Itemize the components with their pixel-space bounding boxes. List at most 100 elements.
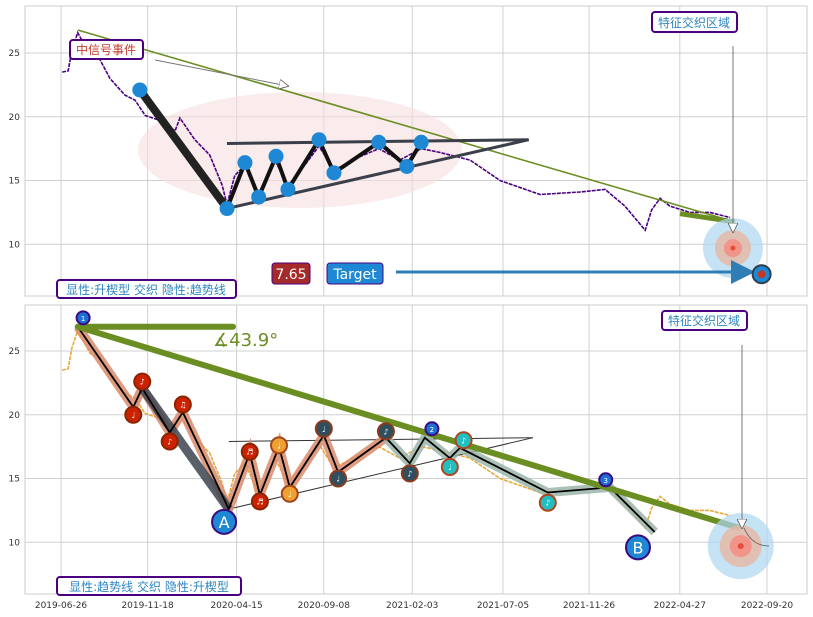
pattern-point (268, 148, 284, 164)
wave-marker (124, 405, 143, 424)
wave-marker (133, 372, 152, 391)
wave-marker (250, 492, 269, 511)
wave-marker-glyph: 2 (430, 426, 434, 434)
wave-marker (329, 469, 348, 488)
wave-line (76, 326, 656, 533)
wave-marker-glyph: ♫ (179, 401, 186, 410)
y-tick-label: 15 (9, 475, 20, 485)
y-tick-label: 25 (9, 347, 20, 357)
pattern-point (132, 82, 148, 98)
impulse-leg (136, 87, 231, 211)
wave-marker-glyph: ♩ (322, 425, 326, 434)
pattern-point (326, 165, 342, 181)
wave-band-dark (138, 385, 233, 512)
wave-marker-glyph: 1 (81, 315, 85, 323)
pattern-point (311, 132, 327, 148)
wave-marker (598, 472, 614, 488)
wave-marker (270, 436, 289, 455)
x-tick-label: 2022-04-27 (654, 601, 706, 611)
x-tick-label: 2022-09-20 (741, 601, 794, 611)
point-b-marker (624, 534, 651, 561)
angle-label: ∡43.9° (213, 330, 278, 351)
wave-marker (173, 395, 192, 414)
point-a-marker (211, 508, 238, 535)
zone-center-dot (730, 245, 736, 251)
bottom-panel: 25 20 15 10 2019-06-26 2019-11-18 2020-04-15 20… (9, 304, 808, 611)
annotation-labels: 中信号事件 特征交织区域 显性:升楔型 交织 隐性:趋势线 7.65 Targe… (56, 11, 748, 596)
x-tick-label: 2020-04-15 (210, 601, 262, 611)
wave-marker-glyph: ♩ (131, 411, 135, 420)
x-tick-label: 2021-07-05 (477, 601, 529, 611)
y-tick-label: 20 (9, 411, 21, 421)
pattern-label-top: 显性:升楔型 交织 隐性:趋势线 (66, 282, 226, 297)
trendline (77, 29, 735, 223)
wave-marker-glyph: ♩ (336, 475, 340, 484)
price-badge (271, 262, 311, 285)
signal-arrow (154, 59, 288, 86)
price-badge-text: 7.65 (275, 267, 306, 283)
wave-marker-glyph: ♬ (246, 448, 253, 457)
wave-marker (538, 493, 557, 512)
zone-label-box-top (651, 11, 738, 33)
pattern-point (413, 134, 429, 150)
x-tick-label: 2021-11-26 (563, 601, 616, 611)
x-tick-label: 2019-11-18 (121, 601, 174, 611)
trendline (76, 323, 741, 532)
pattern-label-bottom: 显性:趋势线 交织 隐性:升楔型 (69, 579, 229, 594)
wave-marker (240, 442, 259, 461)
wave-marker (424, 421, 440, 437)
wave-marker-glyph: ♪ (383, 427, 388, 436)
x-tick-label: 2019-06-26 (35, 601, 88, 611)
point-b-label: B (632, 538, 643, 557)
point-a-label: A (219, 513, 230, 532)
signal-label-box (69, 39, 144, 60)
wave-marker-glyph: ♬ (256, 497, 263, 506)
pattern-point (280, 181, 296, 197)
y-tick-label: 25 (9, 49, 20, 59)
wave-marker (314, 419, 333, 438)
signal-label: 中信号事件 (76, 42, 136, 57)
zone-label-box-bottom (661, 310, 748, 331)
zone-label-bottom: 特征交织区域 (668, 313, 740, 328)
zone-center-dot (737, 543, 744, 550)
y-tick-label: 20 (9, 113, 21, 123)
wave-marker-glyph: ♪ (167, 438, 172, 447)
zone-curve (743, 527, 770, 547)
y-tick-label: 10 (9, 240, 21, 250)
wave-marker (400, 464, 419, 483)
wave-marker-glyph: ♩ (448, 463, 452, 472)
triangle-lower-line (226, 138, 530, 210)
x-tick-label: 2020-09-08 (298, 601, 351, 611)
y-tick-label: 10 (9, 538, 21, 548)
pattern-point (399, 158, 415, 174)
wave-marker-glyph: ♪ (545, 499, 550, 508)
wave-marker-glyph: ♪ (461, 436, 466, 445)
wave-marker-glyph: ♪ (407, 469, 412, 478)
pattern-label-box-top (56, 279, 237, 299)
top-panel: 25 20 15 10 (9, 5, 808, 297)
wave-marker-glyph: ♪ (140, 378, 145, 387)
wave-marker (160, 432, 179, 451)
pattern-point (371, 134, 387, 150)
pattern-point (219, 201, 235, 217)
wave-marker-glyph: 3 (603, 477, 607, 485)
wave-marker (454, 431, 473, 450)
pattern-label-box-bottom (56, 576, 242, 596)
x-tick-label: 2021-02-03 (386, 601, 438, 611)
pattern-point (237, 155, 253, 171)
target-point-center (757, 270, 766, 279)
target-badge-text: Target (332, 267, 377, 283)
wave-marker-glyph: ♩ (277, 441, 281, 450)
wave-marker-glyph: ♩ (288, 490, 292, 499)
wave-marker (376, 422, 395, 441)
wave-marker (75, 310, 91, 326)
pattern-zigzag (225, 135, 423, 210)
y-tick-label: 15 (9, 177, 20, 187)
wave-marker (440, 458, 459, 477)
pattern-point (251, 189, 267, 205)
wave-marker (280, 484, 299, 503)
target-badge (326, 262, 384, 285)
zone-label-top: 特征交织区域 (658, 15, 730, 30)
